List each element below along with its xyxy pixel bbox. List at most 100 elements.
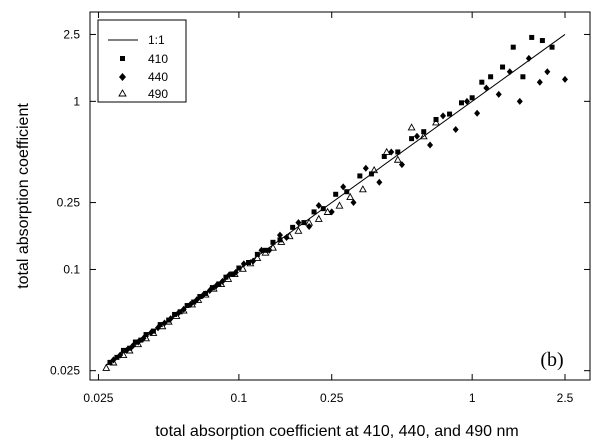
point-440 [483,84,490,92]
point-490 [294,226,303,234]
point-440 [398,161,405,169]
point-490 [277,237,286,245]
point-440 [219,277,226,285]
point-440 [474,109,481,117]
point-490 [432,118,440,126]
point-490 [393,155,402,163]
point-490 [382,147,391,156]
legend-label-line: 1:1 [148,33,165,47]
point-440 [340,183,347,191]
point-490 [358,185,367,193]
point-440 [376,178,383,186]
point-490 [172,311,181,319]
point-410 [357,173,363,179]
point-410 [191,299,197,305]
point-490 [102,363,111,371]
legend-triangle-marker [118,89,127,97]
point-410 [549,44,555,50]
point-490 [419,132,428,140]
point-410 [311,209,317,215]
point-490 [158,322,167,330]
point-410 [138,337,144,343]
point-410 [223,274,229,280]
point-410 [520,74,526,80]
point-490 [179,306,188,314]
point-410 [409,136,415,142]
point-410 [184,303,190,309]
point-440 [413,132,420,140]
point-410 [458,100,464,106]
point-440 [123,346,130,354]
point-490 [238,264,247,272]
point-490 [194,295,203,303]
point-440 [206,286,213,294]
y-tick-label: 1 [73,94,80,108]
point-410 [368,171,374,177]
point-410 [510,44,516,50]
point-490 [217,279,226,287]
point-410 [120,347,126,353]
x-axis-label: total absorption coefficient at 410, 440… [155,423,519,440]
point-440 [440,112,447,120]
point-490 [142,334,151,342]
point-490 [188,300,197,308]
point-490 [119,350,128,359]
series-490 [102,118,440,371]
point-410 [301,220,307,226]
point-440 [525,54,532,62]
x-tick-label: 0.025 [83,391,113,405]
x-tick-label: 1 [469,391,476,405]
point-410 [320,206,326,212]
point-410 [157,322,163,328]
point-410 [488,74,494,80]
point-410 [127,345,133,351]
point-490 [246,259,255,267]
legend: 1:1 410 440 490 [97,19,187,103]
point-440 [175,309,182,317]
point-410 [469,95,475,101]
point-410 [236,265,242,271]
point-490 [109,358,118,366]
point-490 [230,269,239,278]
point-440 [362,164,369,172]
point-410 [270,239,276,245]
point-410 [114,354,120,360]
point-440 [350,199,357,207]
point-440 [258,246,265,254]
point-410 [381,153,387,159]
point-490 [164,317,173,325]
point-490 [335,201,344,209]
point-410 [333,191,339,197]
point-410 [447,111,453,117]
point-410 [344,189,350,195]
plot-frame [89,11,591,381]
point-410 [150,328,156,334]
x-tick-label: 0.1 [231,391,248,405]
point-410 [290,224,296,230]
legend-label-490: 490 [148,87,168,101]
point-490 [125,346,134,354]
y-tick-label: 0.1 [63,262,80,276]
point-490 [261,248,270,256]
point-440 [240,260,247,268]
point-490 [269,243,277,251]
point-440 [495,90,502,98]
legend-label-440: 440 [148,70,168,84]
point-440 [516,97,523,105]
point-490 [407,123,416,131]
point-410 [203,290,209,296]
point-410 [277,237,283,243]
point-440 [315,202,322,210]
x-tick-label: 0.25 [320,391,344,405]
point-490 [224,274,233,282]
legend-box [97,19,187,103]
data-points [102,34,568,371]
legend-label-410: 410 [148,52,168,66]
point-440 [154,324,161,332]
point-410 [166,317,172,323]
point-440 [452,126,459,134]
point-490 [314,214,323,222]
point-440 [463,97,470,105]
point-410 [529,34,535,40]
